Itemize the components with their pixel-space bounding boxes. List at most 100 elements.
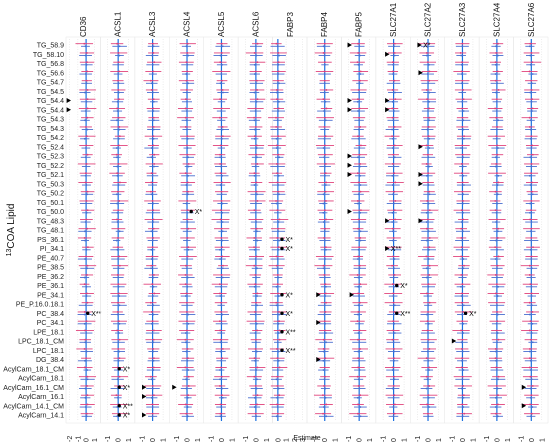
estimate-point	[497, 174, 500, 177]
estimate-point	[153, 394, 155, 397]
estimate-point	[150, 258, 153, 260]
estimate-point	[497, 227, 500, 230]
estimate-point	[528, 366, 531, 369]
estimate-point	[462, 369, 465, 371]
panel-acsl4: ACSL4 -1 0 1 X*	[169, 11, 204, 442]
estimate-point	[253, 174, 256, 177]
estimate-point	[118, 332, 120, 334]
estimate-point	[324, 246, 327, 249]
estimate-point	[358, 246, 360, 249]
estimate-point	[496, 82, 499, 85]
estimate-point	[278, 394, 281, 397]
tick-label: -1	[346, 436, 353, 442]
estimate-point	[221, 246, 224, 249]
tick-label: -1	[449, 436, 456, 442]
estimate-point	[530, 52, 533, 54]
estimate-point	[393, 274, 396, 276]
estimate-point	[532, 246, 534, 249]
estimate-point	[323, 110, 325, 112]
estimate-point	[150, 79, 152, 82]
estimate-point	[462, 258, 465, 260]
estimate-point	[116, 202, 119, 205]
estimate-point	[322, 202, 325, 205]
estimate-point	[460, 82, 463, 85]
estimate-point	[530, 267, 533, 270]
estimate-point	[220, 165, 222, 168]
estimate-point	[425, 227, 428, 230]
estimate-point	[461, 403, 464, 406]
estimate-point	[461, 357, 463, 360]
estimate-point	[152, 42, 154, 45]
estimate-point	[359, 79, 361, 82]
significance-marker	[349, 292, 355, 298]
estimate-point	[427, 332, 429, 334]
estimate-point	[220, 332, 223, 334]
significance-label: X**	[285, 329, 295, 336]
estimate-point	[256, 79, 258, 82]
significance-marker	[347, 172, 352, 177]
estimate-point	[359, 163, 362, 165]
estimate-point	[462, 385, 465, 387]
estimate-point	[428, 63, 430, 66]
estimate-point	[496, 341, 499, 344]
estimate-point	[278, 311, 281, 313]
row-label: PS_36.1	[37, 237, 64, 244]
estimate-point	[496, 295, 499, 297]
estimate-point	[221, 239, 224, 242]
significance-marker	[347, 162, 352, 168]
estimate-point	[221, 396, 224, 399]
estimate-point	[530, 415, 532, 418]
significance-marker	[86, 311, 90, 315]
estimate-point	[358, 341, 361, 344]
significance-marker	[418, 144, 423, 150]
estimate-point	[84, 258, 86, 260]
estimate-point	[152, 359, 155, 362]
estimate-point	[460, 163, 463, 165]
estimate-point	[116, 329, 118, 332]
estimate-point	[275, 89, 278, 91]
estimate-point	[255, 415, 258, 418]
estimate-point	[496, 332, 499, 334]
estimate-point	[150, 378, 153, 381]
estimate-point	[220, 73, 223, 75]
row-label: LPC_18.1_CM	[18, 339, 64, 346]
estimate-point	[529, 202, 532, 205]
estimate-point	[187, 396, 189, 399]
estimate-point	[253, 396, 256, 399]
estimate-point	[186, 63, 189, 66]
estimate-point	[324, 100, 327, 103]
estimate-point	[530, 378, 533, 381]
estimate-point	[391, 283, 394, 286]
estimate-point	[186, 359, 189, 362]
estimate-point	[118, 357, 121, 360]
estimate-point	[83, 313, 86, 316]
estimate-point	[528, 301, 531, 304]
estimate-point	[256, 403, 259, 406]
estimate-point	[219, 341, 222, 344]
estimate-point	[531, 73, 534, 75]
estimate-point	[324, 283, 327, 286]
estimate-point	[393, 110, 395, 112]
estimate-point	[359, 174, 362, 177]
estimate-point	[256, 193, 258, 196]
estimate-point	[118, 292, 120, 295]
estimate-point	[357, 385, 360, 387]
estimate-point	[323, 128, 326, 131]
estimate-point	[83, 42, 86, 45]
estimate-point	[463, 412, 466, 415]
estimate-point	[150, 156, 153, 159]
estimate-point	[462, 137, 465, 140]
estimate-point	[324, 322, 327, 325]
estimate-point	[116, 415, 119, 418]
estimate-point	[185, 73, 188, 75]
estimate-point	[275, 415, 278, 418]
estimate-point	[221, 202, 224, 205]
estimate-point	[529, 91, 532, 94]
row-label: AcylCarn_14.1_CM	[3, 403, 64, 410]
estimate-point	[84, 239, 86, 242]
estimate-point	[356, 202, 359, 205]
estimate-point	[425, 163, 428, 165]
significance-marker	[521, 384, 527, 390]
estimate-point	[220, 193, 223, 196]
estimate-point	[359, 126, 362, 128]
